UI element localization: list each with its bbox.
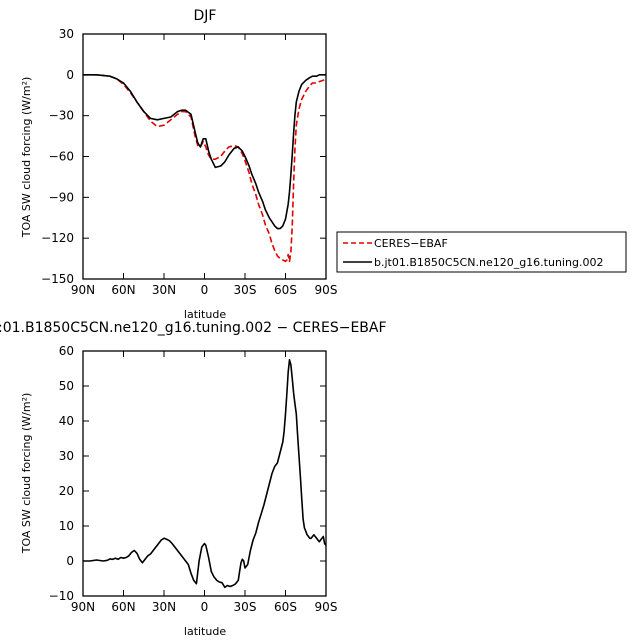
bottom-series-lines <box>83 358 327 589</box>
legend: CERES−EBAF b.jt01.B1850C5CN.ne120_g16.tu… <box>336 231 627 273</box>
legend-label-ceres: CERES−EBAF <box>374 237 448 250</box>
top-x-tick-label: 60S <box>274 283 297 297</box>
top-x-tick-label: 90S <box>315 283 338 297</box>
top-y-tick-label: −60 <box>49 150 74 164</box>
top-plot-frame <box>82 33 327 280</box>
bottom-y-tick-label: 20 <box>59 484 74 498</box>
top-y-axis-label: TOA SW cloud forcing (W/m²) <box>20 77 33 239</box>
bottom-x-tick-label: 0 <box>201 600 209 614</box>
bottom-y-tick-label: 30 <box>59 449 74 463</box>
bottom-y-tick-label: 50 <box>59 379 74 393</box>
bottom-x-tick-label: 30S <box>234 600 257 614</box>
top-y-tick-label: 30 <box>59 27 74 41</box>
bottom-y-tick-label: 10 <box>59 519 74 533</box>
top-panel: DJF 90N 60N 30N 0 30S 60S 90S 30 0 −30 −60 −90 −120 −… <box>20 8 337 321</box>
bottom-x-tick-label: 60N <box>111 600 135 614</box>
bottom-x-tick-label: 30N <box>152 600 176 614</box>
bottom-series-line-0 <box>83 358 327 589</box>
top-series-line-1 <box>83 74 326 230</box>
top-chart-title: DJF <box>194 8 217 24</box>
top-y-tick-label: −150 <box>41 272 74 286</box>
bottom-axis-ticks: 90N 60N 30N 0 30S 60S 90S 60 50 40 30 20 10 0 −10 <box>49 344 338 614</box>
bottom-y-axis-label: TOA SW cloud forcing (W/m²) <box>20 393 33 555</box>
bottom-y-tick-label: 60 <box>59 344 74 358</box>
bottom-x-tick-label: 90S <box>315 600 338 614</box>
bottom-x-tick-label: 60S <box>274 600 297 614</box>
bottom-chart-title: :01.B1850C5CN.ne120_g16.tuning.002 − CER… <box>0 320 387 336</box>
top-y-tick-label: −120 <box>41 231 74 245</box>
top-y-tick-label: 0 <box>66 68 74 82</box>
top-x-tick-label: 90N <box>71 283 95 297</box>
top-x-tick-label: 30S <box>234 283 257 297</box>
bottom-y-tick-label: 40 <box>59 414 74 428</box>
top-x-tick-label: 0 <box>201 283 209 297</box>
top-x-tick-label: 30N <box>152 283 176 297</box>
legend-box <box>336 231 627 273</box>
top-series-lines <box>83 74 327 263</box>
bottom-x-tick-label: 90N <box>71 600 95 614</box>
top-y-tick-label: −90 <box>49 190 74 204</box>
top-x-tick-label: 60N <box>111 283 135 297</box>
bottom-x-axis-label: latitude <box>184 625 226 638</box>
top-x-axis-label: latitude <box>184 308 226 321</box>
top-y-tick-label: −30 <box>49 109 74 123</box>
bottom-y-tick-label: 0 <box>66 554 74 568</box>
bottom-y-tick-label: −10 <box>49 589 74 603</box>
legend-label-model: b.jt01.B1850C5CN.ne120_g16.tuning.002 <box>374 256 603 269</box>
bottom-panel: :01.B1850C5CN.ne120_g16.tuning.002 − CER… <box>0 320 387 638</box>
top-series-line-0 <box>83 74 327 263</box>
top-axis-ticks: 90N 60N 30N 0 30S 60S 90S 30 0 −30 −60 −90 −120 −150 <box>41 27 337 297</box>
